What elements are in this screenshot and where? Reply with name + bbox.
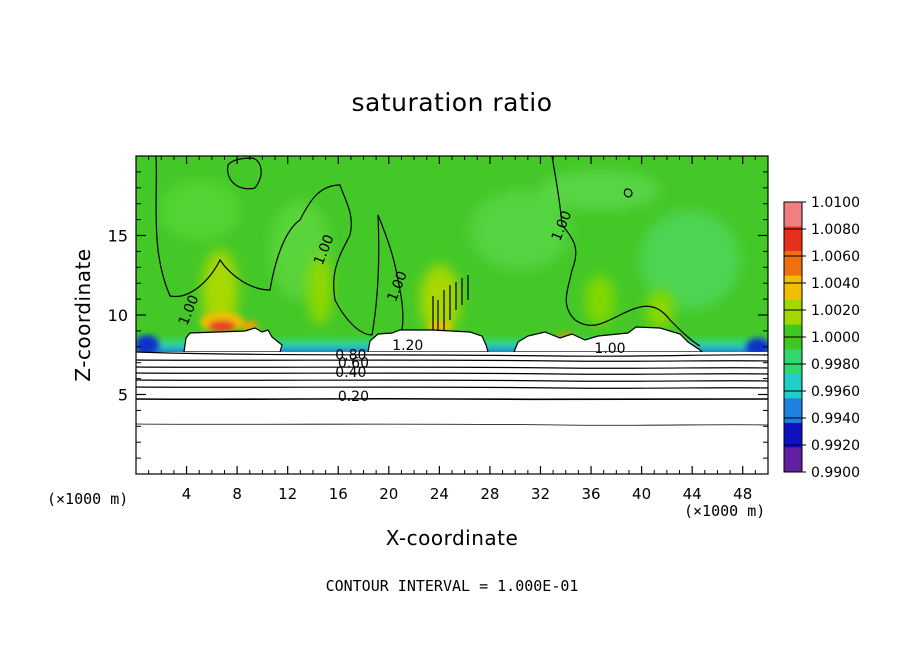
- x-unit-label-left: (×1000 m): [47, 490, 129, 508]
- x-tick-label: 12: [278, 485, 297, 503]
- colorbar-label: 1.0100: [811, 195, 860, 211]
- colorbar-swatch: [784, 422, 802, 448]
- colorbar: 1.0100 1.0080 1.0060 1.0040 1.0020 1.0000 0.99…: [783, 195, 860, 481]
- colorbar-swatch: [784, 447, 802, 473]
- colorbar-label: 0.9900: [811, 465, 860, 481]
- contour-label: 1.20: [392, 338, 423, 354]
- x-axis-label: X-coordinate: [385, 526, 519, 550]
- colorbar-label: 1.0000: [811, 330, 860, 346]
- colorbar-label: 1.0060: [811, 249, 860, 265]
- colorbar-swatch: [784, 300, 802, 326]
- contour-lines: [136, 156, 768, 426]
- colorbar-swatch: [784, 275, 802, 301]
- colorbar-swatch: [784, 398, 802, 424]
- colorbar-label: 0.9980: [811, 357, 860, 373]
- contour-label: 0.60: [338, 355, 369, 371]
- x-tick-label: 8: [232, 485, 242, 503]
- heatmap-field: [136, 156, 768, 474]
- colorbar-label: 0.9940: [811, 411, 860, 427]
- x-tick-label: 40: [632, 485, 651, 503]
- x-tick-label: 24: [430, 485, 449, 503]
- contour-label: 0.20: [338, 389, 369, 405]
- colorbar-label: 0.9960: [811, 384, 860, 400]
- x-tick-label: 20: [379, 485, 398, 503]
- contour-label: 0.40: [335, 365, 366, 381]
- contour-interval-text: CONTOUR INTERVAL = 1.000E-01: [325, 577, 579, 595]
- colorbar-label: 1.0020: [811, 303, 860, 319]
- colorbar-swatch: [784, 373, 802, 399]
- colorbar-swatch: [784, 251, 802, 277]
- x-axis: 4 8 12 16 20 24 28 32 36 40 44 48: [148, 156, 756, 503]
- x-tick-label: 32: [531, 485, 550, 503]
- x-unit-label-right: (×1000 m): [684, 502, 766, 520]
- y-tick-label: 10: [108, 306, 128, 325]
- x-tick-label: 48: [733, 485, 752, 503]
- y-axis-label: Z-coordinate: [71, 248, 95, 382]
- contour-label: 0.80: [335, 348, 366, 364]
- x-tick-label: 36: [581, 485, 600, 503]
- y-tick-label: 15: [108, 227, 128, 246]
- colorbar-label: 0.9920: [811, 438, 860, 454]
- colorbar-swatch: [784, 349, 802, 375]
- chart-title: saturation ratio: [351, 88, 553, 117]
- colorbar-label: 1.0040: [811, 276, 860, 292]
- contour-label: 1.00: [594, 341, 625, 357]
- x-tick-label: 4: [182, 485, 192, 503]
- colorbar-swatch: [784, 202, 802, 228]
- x-tick-label: 16: [329, 485, 348, 503]
- y-tick-label: 5: [118, 386, 128, 405]
- x-tick-label: 28: [480, 485, 499, 503]
- y-axis: 5 10 15: [108, 171, 768, 459]
- x-tick-label: 44: [683, 485, 702, 503]
- colorbar-label: 1.0080: [811, 222, 860, 238]
- colorbar-swatch: [784, 226, 802, 252]
